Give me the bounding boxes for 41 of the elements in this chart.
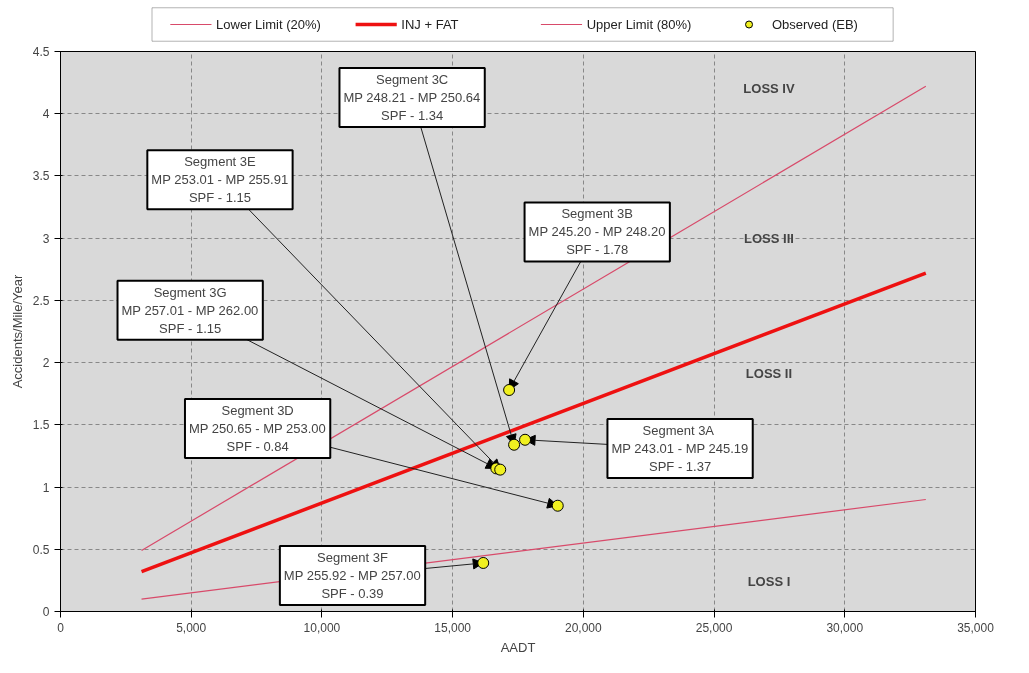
annotation: Segment 3F MP 255.92 - MP 257.00 SPF - 0.39: [283, 549, 421, 601]
annotation: Segment 3D MP 250.65 - MP 253.00 SPF - 0.84: [188, 403, 326, 455]
annotation: LOSS III: [744, 230, 794, 246]
legend-label: Observed (EB): [771, 17, 858, 32]
annotation: Segment 3E MP 253.01 - MP 255.91 SPF - 1.15: [151, 154, 289, 206]
point: [503, 384, 516, 396]
y-tick-label: 2: [42, 356, 50, 371]
annotation: LOSS II: [745, 366, 793, 382]
annotation: LOSS IV: [743, 81, 795, 97]
x-tick-label: 10,000: [303, 620, 341, 635]
y-tick-label: 1: [42, 480, 50, 495]
x-tick-label: 30,000: [826, 620, 864, 635]
x-axis-title: AADT: [500, 639, 536, 655]
legend-label: Lower Limit (20%): [216, 17, 321, 32]
x-tick-label: 25,000: [695, 620, 733, 635]
legend-label: Upper Limit (80%): [586, 17, 692, 32]
y-tick-label: 3.5: [32, 169, 50, 184]
y-axis-title: Accidents/Mile/Year: [9, 273, 25, 389]
x-tick-label: 0: [57, 620, 65, 635]
annotation: Segment 3G MP 257.01 - MP 262.00 SPF - 1.15: [121, 284, 259, 336]
y-tick-label: 0: [42, 605, 50, 619]
y-tick-label: 4.5: [32, 45, 50, 59]
annotation: LOSS I: [747, 574, 791, 590]
x-tick-label: 15,000: [434, 620, 472, 635]
point: [551, 499, 564, 512]
point: [519, 433, 532, 446]
point: [508, 438, 521, 451]
y-tick-label: 0.5: [32, 542, 50, 557]
legend-label: INJ + FAT: [401, 17, 459, 32]
point: [494, 463, 507, 476]
annotation: Segment 3C MP 248.21 - MP 250.64 SPF - 1.34: [343, 72, 481, 124]
annotation: Segment 3A MP 243.01 - MP 245.19 SPF - 1.37: [611, 422, 749, 474]
x-tick-label: 20,000: [565, 620, 603, 635]
point: [477, 556, 490, 569]
x-tick-label: 35,000: [957, 620, 995, 635]
annotation: Segment 3B MP 245.20 - MP 248.20 SPF - 1.78: [528, 206, 666, 258]
x-tick-label: 5,000: [176, 620, 207, 635]
y-tick-label: 1.5: [32, 418, 50, 433]
y-tick-label: 2.5: [32, 293, 50, 308]
y-tick-label: 4: [42, 107, 50, 122]
y-tick-label: 3: [42, 231, 50, 246]
